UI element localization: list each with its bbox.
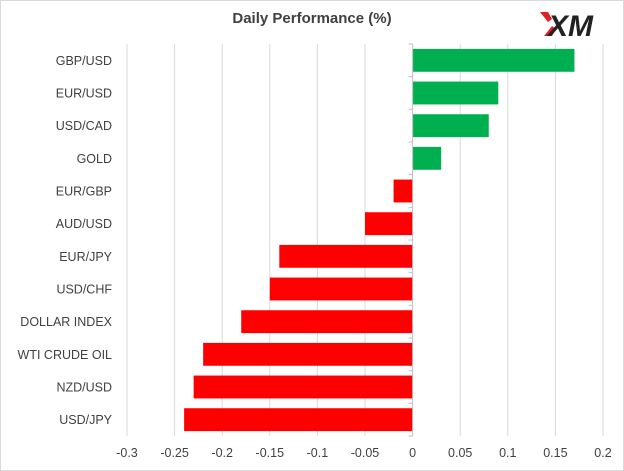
logo-red-stroke-lower xyxy=(544,26,556,36)
category-label: WTI CRUDE OIL xyxy=(18,348,112,362)
logo-red-stroke-upper xyxy=(540,12,552,22)
axis-layer xyxy=(408,43,414,437)
category-label: EUR/JPY xyxy=(59,250,112,264)
logo-text: XM xyxy=(546,10,594,42)
bar xyxy=(279,244,413,268)
x-tick-label: -0.3 xyxy=(116,446,138,460)
x-tick-label: -0.1 xyxy=(307,446,329,460)
x-tick-label: 0.2 xyxy=(594,446,611,460)
bar xyxy=(412,48,575,72)
label-layer: -0.3 -0.25 -0.2 -0.15 -0.1 -0.05 0 0.05 0.1 0.15 0… xyxy=(18,54,612,460)
category-label: GOLD xyxy=(77,152,112,166)
x-tick-label: -0.05 xyxy=(351,446,380,460)
bar xyxy=(269,277,413,301)
bar xyxy=(184,408,413,432)
category-label: USD/CHF xyxy=(56,283,112,297)
category-label: EUR/USD xyxy=(56,87,112,101)
x-tick-label: -0.2 xyxy=(211,446,233,460)
x-tick-label: -0.15 xyxy=(256,446,285,460)
bar xyxy=(203,342,413,366)
category-label: GBP/USD xyxy=(56,54,112,68)
bar xyxy=(412,114,489,138)
category-label: USD/JPY xyxy=(59,413,112,427)
grid-layer xyxy=(126,44,604,436)
x-tick-label: 0.05 xyxy=(448,446,472,460)
chart-title: Daily Performance (%) xyxy=(232,10,392,27)
bar xyxy=(193,375,413,399)
x-tick-label: 0 xyxy=(409,446,416,460)
category-label: USD/CAD xyxy=(56,119,112,133)
bar-layer xyxy=(184,48,575,432)
bar xyxy=(393,179,413,203)
bar xyxy=(412,81,499,105)
bar xyxy=(412,146,442,170)
xm-logo: XM xyxy=(540,10,594,42)
category-label: DOLLAR INDEX xyxy=(20,315,112,329)
category-label: AUD/USD xyxy=(56,217,112,231)
x-tick-label: -0.25 xyxy=(160,446,189,460)
x-tick-label: 0.1 xyxy=(499,446,516,460)
bar xyxy=(241,310,413,334)
x-tick-label: 0.15 xyxy=(543,446,567,460)
category-label: NZD/USD xyxy=(56,381,112,395)
category-label: EUR/GBP xyxy=(56,185,112,199)
bar xyxy=(365,212,413,236)
